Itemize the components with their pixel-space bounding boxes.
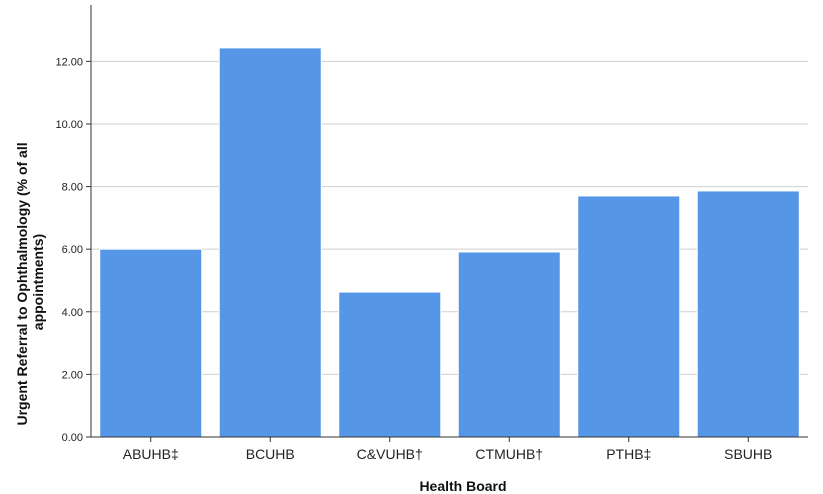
y-tick-label-0: 0.00 <box>62 432 83 444</box>
x-axis-ticks: ABUHB‡ BCUHB C&VUHB† CTMUHB† PTHB‡ SBUHB <box>123 437 772 462</box>
y-tick-label-5: 10.00 <box>55 119 83 131</box>
bar-5 <box>696 190 800 438</box>
bar-2 <box>338 291 442 438</box>
bars <box>99 47 800 438</box>
y-axis-title-line-1: Urgent Referral to Ophthalmology (% of a… <box>14 142 30 425</box>
y-tick-label-3: 6.00 <box>62 244 83 256</box>
x-tick-label-2: C&VUHB† <box>357 446 423 462</box>
y-axis-title-line-2: appointments) <box>30 234 46 330</box>
bar-4 <box>577 195 681 438</box>
y-tick-label-1: 2.00 <box>62 369 83 381</box>
y-tick-label-4: 8.00 <box>62 182 83 194</box>
bar-3 <box>457 251 561 438</box>
y-axis-title: Urgent Referral to Ophthalmology (% of a… <box>14 138 46 425</box>
x-tick-label-5: SBUHB <box>724 446 772 462</box>
bar-0 <box>99 248 203 438</box>
x-tick-label-3: CTMUHB† <box>475 446 543 462</box>
y-axis-ticks: 0.00 2.00 4.00 6.00 8.00 10.00 12.00 <box>55 56 91 444</box>
bar-1 <box>218 47 322 438</box>
x-tick-label-4: PTHB‡ <box>606 446 651 462</box>
y-tick-label-6: 12.00 <box>55 56 83 68</box>
y-tick-label-2: 4.00 <box>62 307 83 319</box>
grid-lines <box>91 60 808 375</box>
x-tick-label-0: ABUHB‡ <box>123 446 179 462</box>
x-axis-title: Health Board <box>419 478 506 494</box>
x-tick-label-1: BCUHB <box>246 446 295 462</box>
